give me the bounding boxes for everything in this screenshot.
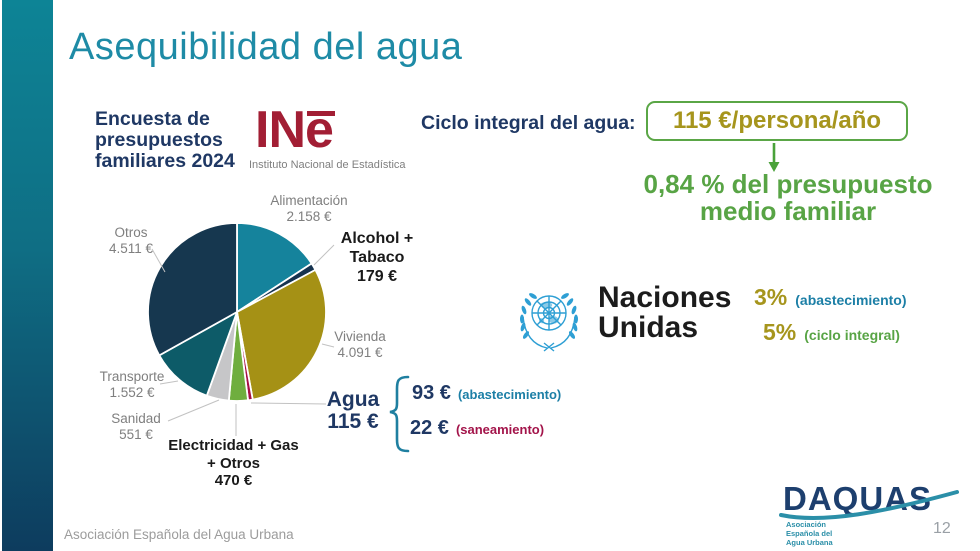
agua-detail-value: 93 € (412, 382, 451, 404)
pie-slice-vivienda (236, 268, 327, 401)
pie-label-transporte: Transporte 1.552 € (99, 369, 165, 400)
left-accent-bar (2, 0, 53, 551)
daquas-sub-text: Asociación Española del Agua Urbana (786, 520, 833, 547)
household-budget-pie-chart (147, 222, 327, 402)
agua-bracket (389, 375, 410, 453)
slide-title: Asequibilidad del agua (69, 26, 463, 68)
agua-detail-value: 22 € (410, 417, 449, 439)
un-stat-value: 3% (754, 284, 788, 310)
un-stat-abastecimiento: 3% (abastecimiento) (754, 284, 907, 311)
un-stat-label: (ciclo integral) (804, 327, 900, 343)
un-stat-label: (abastecimiento) (795, 292, 907, 308)
budget-share-note: 0,84 % del presupuesto medio familiar (608, 169, 968, 227)
pie-label-otros: Otros 4.511 € (108, 225, 154, 256)
ciclo-highlight-value: 115 €/persona/año (672, 107, 882, 134)
daquas-wave-icon (779, 490, 959, 521)
ine-caption: Instituto Nacional de Estadística (249, 159, 406, 171)
daquas-logo: DAQUAS (783, 480, 933, 517)
agua-detail-saneamiento: 22 € (saneamiento) (410, 417, 544, 440)
ine-logo-in: IN (255, 101, 306, 159)
un-stat-value: 5% (763, 319, 797, 345)
un-stat-ciclo-integral: 5% (ciclo integral) (763, 319, 900, 346)
agua-detail-abastecimiento: 93 € (abastecimiento) (412, 382, 561, 405)
agua-detail-label: (abastecimiento) (457, 387, 562, 402)
budget-share-note-line1: 0,84 % del presupuesto (643, 169, 933, 199)
pie-label-electricidad: Electricidad + Gas + Otros 470 € (168, 437, 299, 490)
page-number: 12 (933, 520, 951, 537)
down-arrow-icon (768, 143, 780, 172)
agua-detail-label: (saneamiento) (455, 422, 545, 437)
pie-label-agua: Agua 115 € (326, 388, 380, 434)
pie-label-vivienda: Vivienda 4.091 € (334, 329, 386, 360)
ciclo-integral-label: Ciclo integral del agua: (421, 112, 636, 134)
pie-label-sanidad: Sanidad 551 € (111, 411, 161, 442)
un-emblem-icon (520, 293, 578, 352)
pie-slice-transporte (158, 311, 238, 397)
budget-share-note-line2: medio familiar (699, 196, 877, 227)
pie-label-alcohol-tabaco: Alcohol + Tabaco 179 € (340, 230, 414, 285)
ciclo-highlight-box: 115 €/persona/año (646, 101, 908, 141)
ine-logo: IN e (255, 101, 335, 159)
pie-slice-alimentaci-n (236, 222, 313, 313)
pie-label-alimentacion: Alimentación 2.158 € (270, 193, 348, 224)
ine-logo-e: e (305, 101, 335, 159)
footer-association: Asociación Española del Agua Urbana (64, 527, 294, 542)
survey-heading: Encuesta de presupuestos familiares 2024 (95, 108, 235, 173)
un-name: Naciones Unidas (598, 281, 732, 344)
